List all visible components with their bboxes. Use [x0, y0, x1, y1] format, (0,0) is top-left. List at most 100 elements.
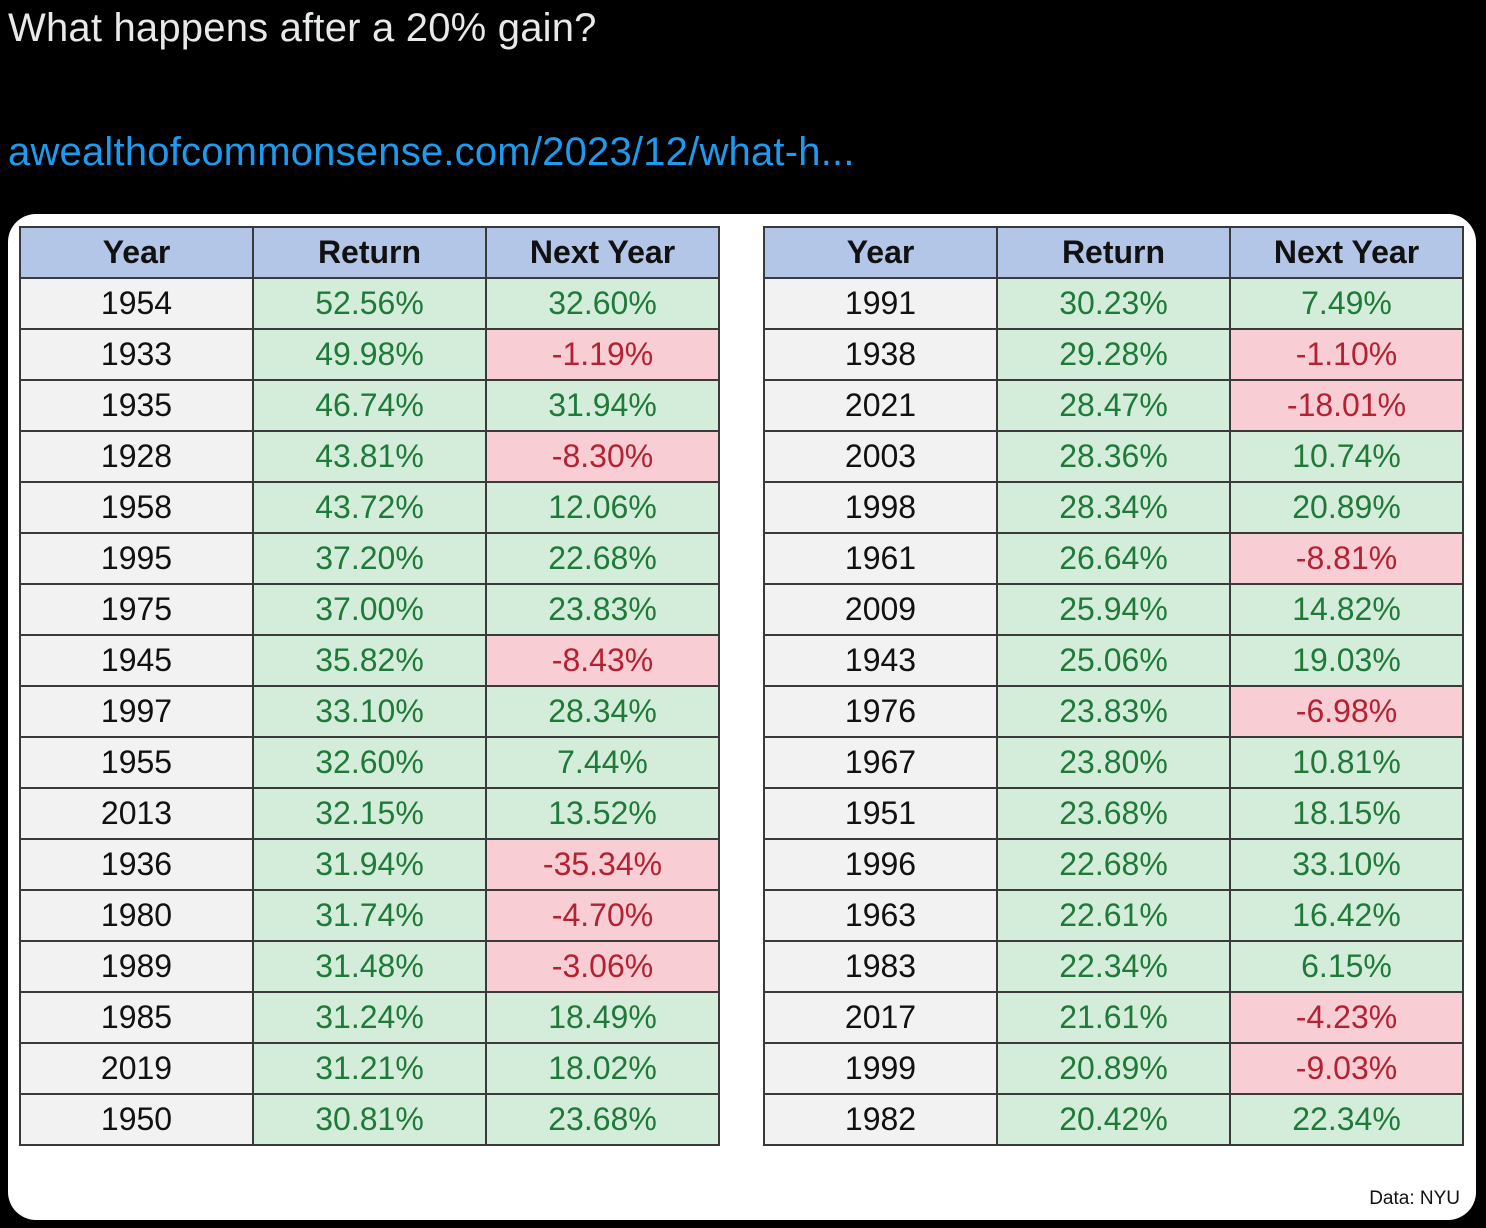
next-year-cell: -8.81% — [1229, 532, 1464, 585]
return-cell: 20.42% — [996, 1093, 1231, 1146]
year-cell: 2009 — [763, 583, 998, 636]
next-year-cell: 10.81% — [1229, 736, 1464, 789]
year-cell: 1967 — [763, 736, 998, 789]
year-cell: 1963 — [763, 889, 998, 942]
table-row: 1989 31.48% -3.06% — [19, 940, 720, 993]
year-cell: 1998 — [763, 481, 998, 534]
return-cell: 32.60% — [252, 736, 487, 789]
year-cell: 1951 — [763, 787, 998, 840]
return-cell: 31.48% — [252, 940, 487, 993]
return-cell: 22.68% — [996, 838, 1231, 891]
table-row: 1945 35.82% -8.43% — [19, 634, 720, 687]
year-cell: 1982 — [763, 1093, 998, 1146]
return-cell: 22.61% — [996, 889, 1231, 942]
year-cell: 2013 — [19, 787, 254, 840]
table-row: 1975 37.00% 23.83% — [19, 583, 720, 636]
next-year-cell: -1.19% — [485, 328, 720, 381]
year-cell: 1945 — [19, 634, 254, 687]
next-year-cell: -6.98% — [1229, 685, 1464, 738]
next-year-cell: 18.15% — [1229, 787, 1464, 840]
return-cell: 22.34% — [996, 940, 1231, 993]
return-cell: 33.10% — [252, 685, 487, 738]
year-cell: 1955 — [19, 736, 254, 789]
table-row: 1943 25.06% 19.03% — [763, 634, 1464, 687]
return-cell: 31.24% — [252, 991, 487, 1044]
next-year-cell: 22.68% — [485, 532, 720, 585]
next-year-cell: 18.49% — [485, 991, 720, 1044]
table-body-left: 1954 52.56% 32.60% 1933 49.98% -1.19% 1935 46.7… — [19, 277, 720, 1146]
next-year-cell: 23.83% — [485, 583, 720, 636]
return-cell: 23.68% — [996, 787, 1231, 840]
next-year-cell: 18.02% — [485, 1042, 720, 1095]
header-year: Year — [19, 226, 254, 279]
table-header-row: Year Return Next Year — [763, 226, 1464, 279]
year-cell: 1928 — [19, 430, 254, 483]
next-year-cell: -8.43% — [485, 634, 720, 687]
table-row: 1998 28.34% 20.89% — [763, 481, 1464, 534]
table-row: 1996 22.68% 33.10% — [763, 838, 1464, 891]
table-header-row: Year Return Next Year — [19, 226, 720, 279]
year-cell: 1933 — [19, 328, 254, 381]
table-row: 1938 29.28% -1.10% — [763, 328, 1464, 381]
year-cell: 1936 — [19, 838, 254, 891]
next-year-cell: -4.70% — [485, 889, 720, 942]
table-row: 1958 43.72% 12.06% — [19, 481, 720, 534]
return-cell: 21.61% — [996, 991, 1231, 1044]
next-year-cell: -8.30% — [485, 430, 720, 483]
article-link[interactable]: awealthofcommonsense.com/2023/12/what-h.… — [8, 130, 855, 174]
return-cell: 31.21% — [252, 1042, 487, 1095]
next-year-cell: -35.34% — [485, 838, 720, 891]
table-row: 1985 31.24% 18.49% — [19, 991, 720, 1044]
table-row: 2013 32.15% 13.52% — [19, 787, 720, 840]
return-cell: 43.81% — [252, 430, 487, 483]
header-next-year: Next Year — [485, 226, 720, 279]
year-cell: 1976 — [763, 685, 998, 738]
table-row: 1950 30.81% 23.68% — [19, 1093, 720, 1146]
table-row: 1963 22.61% 16.42% — [763, 889, 1464, 942]
year-cell: 1954 — [19, 277, 254, 330]
next-year-cell: -1.10% — [1229, 328, 1464, 381]
header-return: Return — [996, 226, 1231, 279]
table-row: 2021 28.47% -18.01% — [763, 379, 1464, 432]
return-cell: 20.89% — [996, 1042, 1231, 1095]
table-row: 1961 26.64% -8.81% — [763, 532, 1464, 585]
return-cell: 31.94% — [252, 838, 487, 891]
return-cell: 49.98% — [252, 328, 487, 381]
return-cell: 28.47% — [996, 379, 1231, 432]
next-year-cell: 19.03% — [1229, 634, 1464, 687]
next-year-cell: 20.89% — [1229, 481, 1464, 534]
return-cell: 30.23% — [996, 277, 1231, 330]
table-row: 1967 23.80% 10.81% — [763, 736, 1464, 789]
return-cell: 37.20% — [252, 532, 487, 585]
year-cell: 1961 — [763, 532, 998, 585]
table-row: 1935 46.74% 31.94% — [19, 379, 720, 432]
table-row: 1999 20.89% -9.03% — [763, 1042, 1464, 1095]
header-year: Year — [763, 226, 998, 279]
year-cell: 1997 — [19, 685, 254, 738]
returns-table-right: Year Return Next Year 1991 30.23% 7.49% 193… — [763, 226, 1464, 1146]
header-return: Return — [252, 226, 487, 279]
year-cell: 2003 — [763, 430, 998, 483]
return-cell: 23.80% — [996, 736, 1231, 789]
next-year-cell: -9.03% — [1229, 1042, 1464, 1095]
return-cell: 46.74% — [252, 379, 487, 432]
next-year-cell: 7.49% — [1229, 277, 1464, 330]
return-cell: 32.15% — [252, 787, 487, 840]
return-cell: 35.82% — [252, 634, 487, 687]
next-year-cell: 10.74% — [1229, 430, 1464, 483]
return-cell: 28.34% — [996, 481, 1231, 534]
returns-table-left: Year Return Next Year 1954 52.56% 32.60% 19… — [19, 226, 720, 1146]
table-row: 1976 23.83% -6.98% — [763, 685, 1464, 738]
table-row: 1995 37.20% 22.68% — [19, 532, 720, 585]
next-year-cell: 16.42% — [1229, 889, 1464, 942]
year-cell: 2019 — [19, 1042, 254, 1095]
year-cell: 1983 — [763, 940, 998, 993]
return-cell: 43.72% — [252, 481, 487, 534]
table-body-right: 1991 30.23% 7.49% 1938 29.28% -1.10% 2021 28.47… — [763, 277, 1464, 1146]
table-row: 1936 31.94% -35.34% — [19, 838, 720, 891]
year-cell: 1938 — [763, 328, 998, 381]
year-cell: 1950 — [19, 1093, 254, 1146]
next-year-cell: 28.34% — [485, 685, 720, 738]
return-cell: 28.36% — [996, 430, 1231, 483]
table-image-card[interactable]: Year Return Next Year 1954 52.56% 32.60% 19… — [8, 214, 1476, 1220]
